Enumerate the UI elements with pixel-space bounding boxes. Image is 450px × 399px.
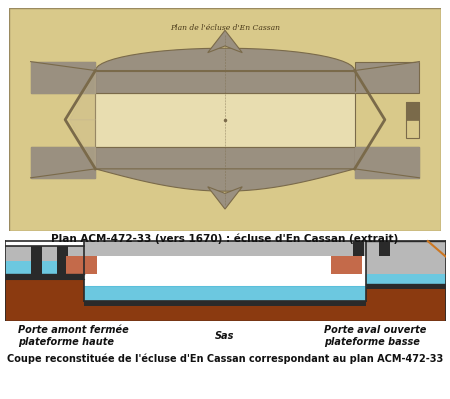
Bar <box>4 279 84 321</box>
Bar <box>355 146 419 178</box>
Polygon shape <box>69 120 95 169</box>
Bar <box>84 241 366 257</box>
Bar <box>379 241 391 257</box>
Text: plateforme basse: plateforme basse <box>324 337 420 347</box>
Text: Coupe reconstituée de l'écluse d'En Cassan correspondant au plan ACM-472-33: Coupe reconstituée de l'écluse d'En Cass… <box>7 353 443 363</box>
Bar <box>366 284 446 289</box>
Bar <box>31 146 95 178</box>
Text: Plan de l'écluse d'En Cassan: Plan de l'écluse d'En Cassan <box>170 24 280 32</box>
Bar <box>84 301 366 306</box>
Bar <box>366 241 446 275</box>
Bar <box>66 257 97 274</box>
Polygon shape <box>69 71 95 120</box>
Polygon shape <box>31 61 95 93</box>
Bar <box>331 257 362 274</box>
Polygon shape <box>95 169 355 191</box>
Bar <box>406 102 419 120</box>
Polygon shape <box>208 30 242 53</box>
Bar <box>4 261 84 275</box>
Polygon shape <box>31 146 95 178</box>
Bar <box>31 246 42 275</box>
Text: Plan ACM-472-33 (vers 1670) : écluse d'En Cassan (extrait): Plan ACM-472-33 (vers 1670) : écluse d'E… <box>51 233 399 244</box>
Bar <box>366 289 446 321</box>
Bar <box>274 301 289 306</box>
Bar <box>95 71 355 93</box>
Polygon shape <box>208 187 242 209</box>
Polygon shape <box>355 146 419 178</box>
Bar <box>243 301 258 306</box>
Polygon shape <box>95 48 355 71</box>
Text: Sas: Sas <box>215 331 235 341</box>
Bar <box>31 275 40 279</box>
Bar <box>95 146 355 169</box>
Text: Porte aval ouverte: Porte aval ouverte <box>324 325 427 335</box>
Bar <box>53 275 62 279</box>
Bar <box>95 93 355 146</box>
Bar <box>58 246 68 275</box>
Bar <box>355 61 419 93</box>
Bar <box>4 246 84 261</box>
Bar <box>353 241 364 257</box>
Bar <box>4 306 446 321</box>
Bar <box>84 286 366 301</box>
Bar <box>366 275 446 284</box>
Bar <box>31 61 95 93</box>
Text: plateforme haute: plateforme haute <box>18 337 114 347</box>
Bar <box>4 275 84 279</box>
Bar <box>406 102 419 138</box>
Text: Porte amont fermée: Porte amont fermée <box>18 325 129 335</box>
Polygon shape <box>355 61 419 93</box>
